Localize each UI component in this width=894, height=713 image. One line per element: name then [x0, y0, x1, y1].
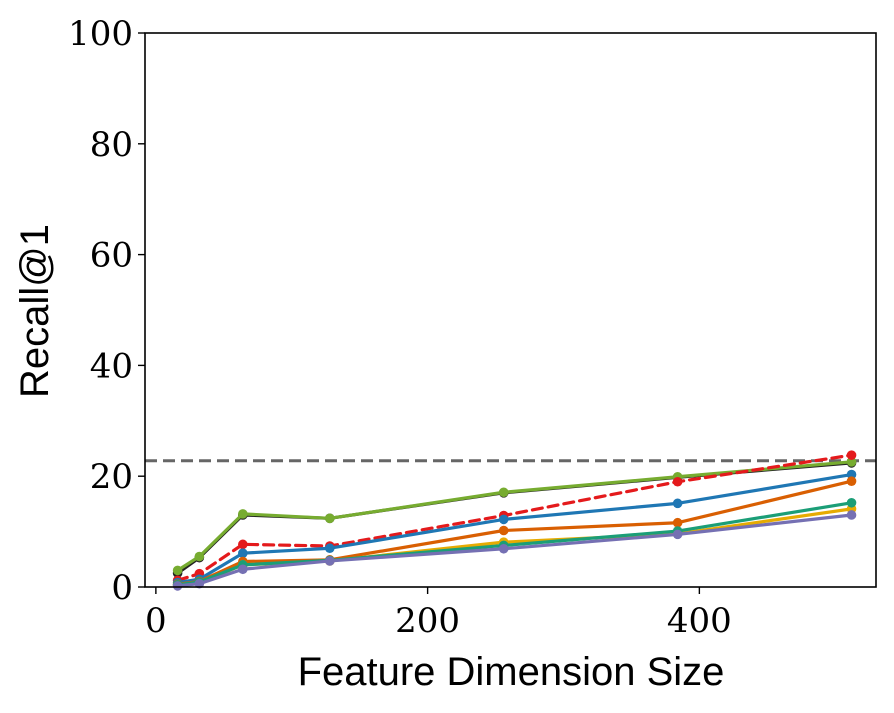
plot-area [144, 32, 877, 591]
y-axis-label: Recall@1 [13, 224, 57, 398]
series-2-point-6 [846, 450, 857, 460]
y-tick-label-5: 100 [68, 14, 133, 54]
y-tick-label-0: 0 [111, 568, 133, 608]
series-3-point-3 [324, 543, 335, 554]
y-axis-ticks: 0 20 40 60 80 100 [68, 14, 145, 608]
series-7-point-2 [238, 564, 248, 575]
y-tick-label-2: 40 [90, 346, 133, 386]
series-7-point-5 [672, 529, 683, 540]
series-3-point-6 [846, 469, 857, 480]
series-1-point-0 [172, 565, 183, 576]
series-1-point-2 [238, 509, 248, 519]
series-2-point-5 [672, 476, 683, 487]
series-1-point-3 [324, 513, 335, 524]
series-line-1 [176, 460, 854, 572]
series-3-point-2 [238, 548, 248, 559]
series-3-point-4 [498, 514, 509, 525]
x-axis-label: Feature Dimension Size [298, 650, 725, 694]
series-3-point-5 [672, 498, 683, 509]
series-7-point-0 [172, 581, 183, 591]
axes-frame [144, 32, 877, 588]
series-4-point-6 [846, 476, 857, 486]
y-tick-label-4: 80 [90, 125, 133, 165]
series-7-point-3 [324, 556, 335, 566]
series-7-point-6 [846, 510, 857, 520]
y-tick-label-1: 20 [90, 457, 133, 497]
series-1-point-1 [194, 551, 205, 562]
series-4-point-4 [498, 525, 509, 536]
series-6-point-6 [846, 497, 857, 508]
series-4-point-5 [672, 517, 683, 528]
x-axis-ticks: 0 200 400 [145, 587, 732, 641]
series-7-point-4 [498, 543, 509, 554]
series-7-point-1 [194, 578, 205, 589]
series-1-point-4 [498, 487, 509, 498]
x-tick-label-0: 0 [145, 601, 167, 641]
y-tick-label-3: 60 [90, 236, 133, 276]
series-1-point-6 [846, 456, 857, 467]
series-line-4 [176, 479, 854, 586]
x-tick-label-2: 400 [667, 601, 732, 641]
x-tick-label-1: 200 [395, 601, 460, 641]
series-2-point-2 [238, 539, 248, 550]
